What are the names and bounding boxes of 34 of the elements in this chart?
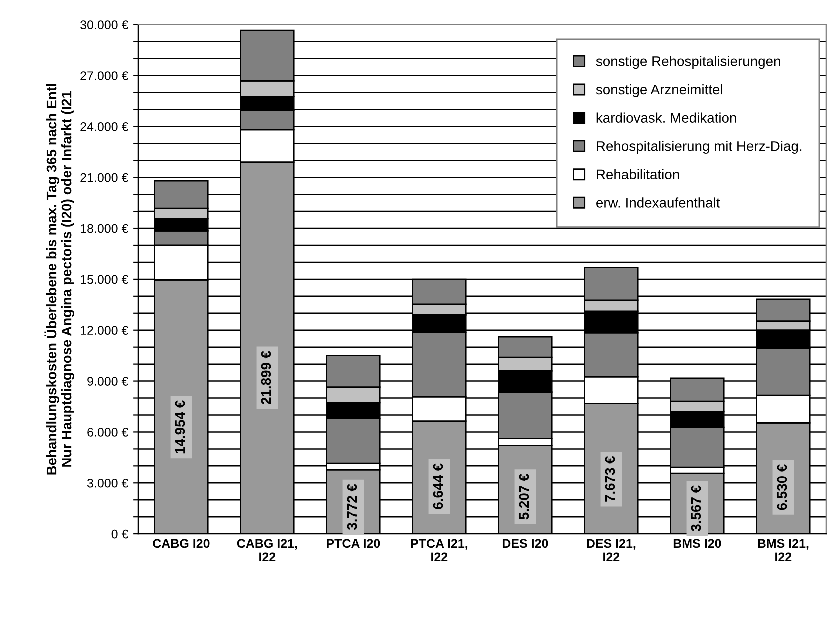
x-tick-label: DES I21, I22 (587, 539, 636, 562)
data-label: 7.673 € (605, 456, 616, 502)
data-label: 21.899 € (261, 351, 272, 404)
y-tick-label: 21.000 € (80, 173, 129, 182)
y-tick-label: 0 € (112, 530, 129, 539)
legend-label: sonstige Arzneimittel (596, 84, 722, 98)
legend-label: sonstige Rehospitalisierungen (596, 56, 780, 70)
data-label: 5.207 € (519, 474, 530, 520)
y-tick-label: 3.000 € (87, 478, 129, 488)
data-label: 3.772 € (347, 484, 358, 530)
legend-label: kardiovask. Medikation (596, 112, 736, 123)
y-tick-label: 6.000 € (88, 428, 129, 437)
x-tick-label: BMS I21, I22 (758, 539, 809, 562)
data-label: 6.644 € (433, 464, 444, 510)
y-tick-label: 12.000 € (81, 326, 129, 336)
data-label: 14.954 € (175, 400, 186, 454)
legend-label: erw. Indexaufenthalt (596, 198, 720, 208)
data-label: 3.567 € (691, 486, 702, 532)
x-tick-label: CABG I21, I22 (237, 539, 298, 562)
x-tick-label: BMS I20 (674, 539, 722, 548)
y-tick-label: 15.000 € (81, 275, 129, 284)
x-tick-label: CABG I20 (153, 539, 210, 548)
y-tick-label: 24.000 € (80, 122, 129, 132)
x-tick-label: PTCA I21, I22 (411, 539, 468, 562)
y-tick-label: 30.000 € (80, 20, 129, 30)
y-tick-label: 18.000 € (81, 224, 129, 234)
x-tick-label: PTCA I20 (327, 539, 380, 548)
legend-label: Rehabilitation (597, 169, 680, 180)
y-axis-title: Behandlungskosten Überlebene bis max. Tag 365 nach Entl Nur Hauptdiagnose Angina pectoris (I20) oder Infarkt (I21 (44, 84, 75, 475)
legend-label: Rehospitalisierung mit Herz-Diag. (597, 141, 802, 154)
y-tick-label: 9.000 € (88, 377, 129, 386)
data-label: 6.530 € (777, 464, 788, 510)
y-tick-label: 27.000 € (80, 72, 129, 80)
x-tick-label: DES I20 (502, 539, 548, 548)
